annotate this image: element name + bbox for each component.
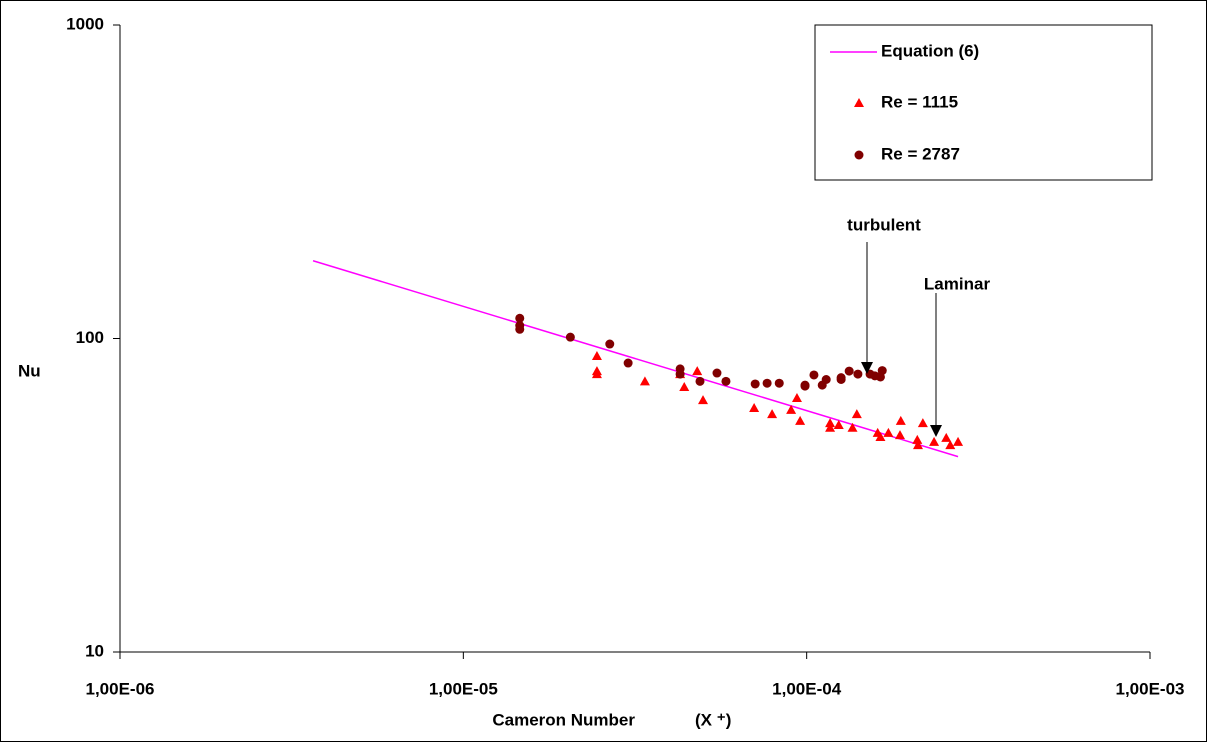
data-point (749, 403, 760, 413)
data-point (929, 436, 940, 446)
data-point (917, 418, 928, 428)
y-tick-label: 1000 (66, 14, 104, 33)
x-tick-label: 1,00E-06 (86, 679, 155, 698)
data-point (894, 430, 905, 440)
arrow-head (930, 425, 942, 437)
data-point (795, 415, 806, 425)
data-point (836, 373, 846, 383)
equation-line (312, 260, 959, 458)
legend-box (814, 24, 1153, 181)
legend-swatch (854, 98, 864, 107)
x-tick-label: 1,00E-04 (772, 679, 842, 698)
data-point (809, 370, 819, 380)
data-point (877, 366, 887, 376)
data-point (591, 351, 602, 361)
legend-label: Re = 2787 (881, 144, 960, 163)
data-point (953, 436, 964, 446)
data-point (750, 379, 760, 389)
data-point (833, 419, 844, 429)
data-point (698, 395, 709, 405)
y-tick-label: 100 (76, 328, 104, 347)
data-point (695, 376, 705, 386)
data-point (945, 440, 956, 450)
data-point (712, 368, 722, 378)
data-point (692, 366, 703, 376)
annotation: turbulent (847, 215, 921, 234)
data-point (825, 418, 836, 428)
data-point (851, 409, 862, 419)
data-point (941, 432, 952, 442)
data-point (825, 422, 836, 432)
x-axis-symbol: (X ⁺) (695, 710, 731, 729)
data-point (853, 369, 863, 379)
data-point (565, 332, 575, 342)
legend-label: Equation (6) (881, 41, 979, 60)
legend-label: Re = 1115 (881, 92, 958, 111)
x-axis-label: Cameron Number (492, 710, 635, 729)
legend-swatch (854, 150, 864, 160)
data-point (675, 369, 685, 379)
data-point (847, 422, 858, 432)
data-point (679, 382, 690, 392)
data-point (844, 366, 854, 376)
data-point (605, 339, 615, 349)
data-point (721, 376, 731, 386)
data-point (883, 427, 894, 437)
data-point (774, 378, 784, 388)
data-point (913, 440, 924, 450)
data-point (623, 358, 633, 368)
data-point (515, 313, 525, 323)
data-point (591, 369, 602, 379)
x-tick-label: 1,00E-05 (429, 679, 498, 698)
data-point (821, 374, 831, 384)
x-tick-label: 1,00E-03 (1116, 679, 1185, 698)
y-axis-label: Nu (18, 361, 41, 380)
arrow-head (861, 362, 873, 374)
y-tick-label: 10 (85, 641, 104, 660)
data-point (800, 381, 810, 391)
data-point (767, 409, 778, 419)
data-point (875, 432, 886, 442)
data-point (639, 376, 650, 386)
data-point (912, 434, 923, 444)
data-point (786, 404, 797, 414)
annotation: Laminar (924, 274, 991, 293)
data-point (762, 378, 772, 388)
data-point (515, 324, 525, 334)
data-point (895, 415, 906, 425)
data-point (791, 392, 802, 402)
